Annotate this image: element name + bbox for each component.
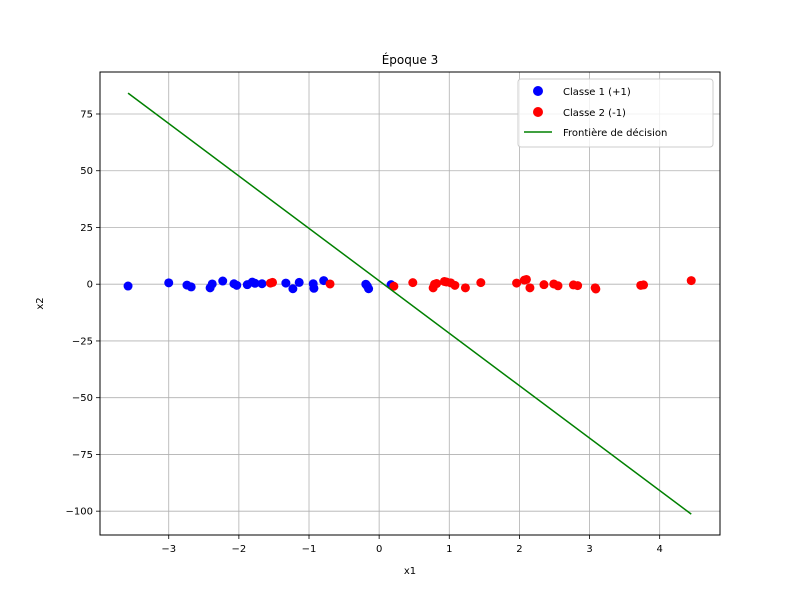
classe-2-point <box>573 281 583 291</box>
classe-1-point <box>164 278 174 288</box>
legend: Classe 1 (+1) Classe 2 (-1) Frontière de… <box>517 78 714 148</box>
x-tick-label: 1 <box>446 544 452 555</box>
classe-2-point <box>512 278 522 288</box>
classe-1-point <box>281 278 291 288</box>
classe-2-point <box>591 284 601 294</box>
classe-1-point <box>257 279 267 289</box>
classe-2-point <box>268 277 278 287</box>
x-tick-label: 0 <box>376 544 382 555</box>
legend-label-classe-1: Classe 1 (+1) <box>563 87 631 98</box>
classe-1-point <box>186 282 196 292</box>
legend-marker-classe-2 <box>533 107 543 117</box>
x-tick-label: 4 <box>656 544 662 555</box>
legend-box <box>517 78 714 148</box>
x-axis-label: x1 <box>404 566 416 577</box>
x-tick-label: −3 <box>161 544 176 555</box>
ticks: −3 −2 −1 0 1 2 3 4 −100 −75 −50 −25 0 25 50 75 <box>66 109 663 555</box>
classe-1-point <box>294 277 304 287</box>
y-tick-label: 25 <box>80 223 93 234</box>
y-tick-label: −75 <box>72 450 93 461</box>
classe-2-point <box>521 274 531 284</box>
classe-1-point <box>207 279 217 289</box>
classe-1-point <box>364 284 374 294</box>
x-tick-label: 3 <box>586 544 592 555</box>
classe-1-point <box>288 284 298 294</box>
classe-2-point <box>539 280 549 290</box>
y-tick-label: −50 <box>72 393 93 404</box>
y-tick-label: −100 <box>66 507 93 518</box>
y-tick-label: 75 <box>80 109 93 120</box>
y-tick-label: −25 <box>72 336 93 347</box>
x-tick-label: −1 <box>302 544 317 555</box>
y-tick-label: 50 <box>80 166 93 177</box>
classe-1-point <box>123 281 133 291</box>
classe-2-point <box>460 283 470 293</box>
x-tick-label: 2 <box>516 544 522 555</box>
classe-2-point <box>639 280 649 290</box>
chart-title: Époque 3 <box>382 52 439 67</box>
classe-2-point <box>686 276 696 286</box>
classe-2-point <box>525 283 535 293</box>
decision-boundary-line <box>127 92 692 515</box>
legend-marker-classe-1 <box>533 86 543 96</box>
legend-label-classe-2: Classe 2 (-1) <box>563 108 626 119</box>
grid <box>100 72 720 535</box>
y-axis-label: x2 <box>35 297 46 309</box>
x-tick-label: −2 <box>231 544 246 555</box>
classe-2-point <box>325 279 335 289</box>
classe-2-point <box>476 278 486 288</box>
legend-label-frontiere: Frontière de décision <box>563 127 667 139</box>
classe-1-point <box>309 283 319 293</box>
plot-area <box>123 92 696 515</box>
classe-1-point <box>232 280 242 290</box>
classe-1-point <box>218 276 228 286</box>
classe-2-point <box>432 279 442 289</box>
classe-2-point <box>389 281 399 291</box>
axes-frame <box>99 71 721 536</box>
y-tick-label: 0 <box>87 280 93 291</box>
classe-2-point <box>553 281 563 291</box>
classe-2-point <box>450 280 460 290</box>
classe-1-point <box>250 278 260 288</box>
classe-2-point <box>408 278 418 288</box>
